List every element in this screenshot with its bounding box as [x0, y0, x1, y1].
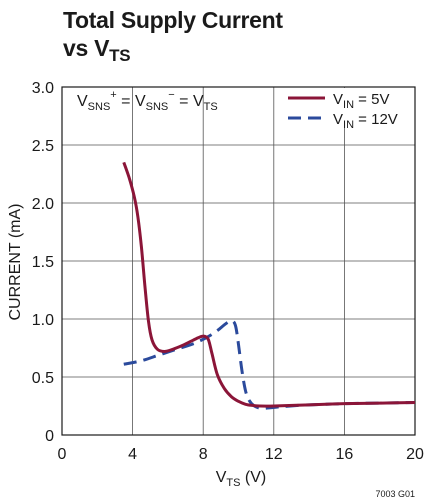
annotation-v3: V — [193, 93, 204, 110]
legend-5v-main: V — [333, 91, 343, 108]
x-axis-label-sub: TS — [226, 477, 240, 489]
x-axis-ticks: 0 4 8 12 16 20 — [58, 446, 424, 463]
grid-lines — [62, 87, 415, 435]
y-axis-ticks: 0 0.5 1.0 1.5 2.0 2.5 3.0 — [32, 80, 54, 445]
series-line-vin-5v — [122, 161, 416, 408]
x-tick-label: 0 — [58, 446, 67, 463]
y-tick-label: 2.5 — [32, 138, 54, 155]
chart-title-line1: Total Supply Current — [63, 7, 283, 33]
annotation-v2: V — [135, 93, 146, 110]
plot-frame — [61, 86, 416, 436]
annotation-eq2: = — [175, 93, 193, 110]
annotation-sup2: − — [168, 89, 174, 101]
series-group — [122, 161, 416, 410]
x-tick-label: 4 — [128, 446, 137, 463]
legend-12v-sub: IN — [343, 119, 354, 131]
y-tick-label: 1.0 — [32, 312, 54, 329]
annotation-eq1: = — [117, 93, 135, 110]
annotation-sup1: + — [110, 89, 116, 101]
annotation-v1: V — [77, 93, 88, 110]
x-axis-label-unit: (V) — [240, 469, 266, 486]
legend-5v-sub: IN — [343, 99, 354, 111]
x-tick-label: 8 — [199, 446, 208, 463]
x-tick-label: 20 — [406, 446, 424, 463]
y-tick-label: 3.0 — [32, 80, 54, 97]
chart-title-line2-prefix: vs V — [63, 35, 110, 61]
annotation-sub3: TS — [204, 101, 218, 113]
x-tick-label: 16 — [336, 446, 354, 463]
legend-12v-main: V — [333, 111, 343, 128]
annotation-sub2: SNS — [146, 101, 169, 113]
legend-12v-rest: = 12V — [354, 111, 398, 128]
y-tick-label: 2.0 — [32, 196, 54, 213]
legend-label-vin-5v: VIN = 5V — [333, 91, 389, 111]
legend: VIN = 5V VIN = 12V — [276, 88, 414, 131]
x-axis-label: VTS (V) — [216, 469, 267, 489]
legend-background — [276, 88, 414, 128]
y-tick-label: 0.5 — [32, 370, 54, 387]
x-tick-label: 12 — [265, 446, 283, 463]
x-axis-label-main: V — [216, 469, 227, 486]
figure-id: 7003 G01 — [375, 489, 415, 499]
chart-title-line2-sub: TS — [109, 46, 131, 65]
legend-5v-rest: = 5V — [354, 91, 389, 108]
series-line-vin-12v — [123, 319, 416, 410]
legend-label-vin-12v: VIN = 12V — [333, 111, 398, 131]
chart-title: Total Supply Current vs VTS — [63, 6, 283, 65]
y-tick-label: 0 — [45, 428, 54, 445]
y-tick-label: 1.5 — [32, 254, 54, 271]
annotation-sub1: SNS — [88, 101, 111, 113]
condition-annotation: VSNS+ = VSNS− = VTS — [77, 89, 218, 113]
chart-title-line2: vs VTS — [63, 34, 283, 65]
y-axis-label: CURRENT (mA) — [7, 203, 24, 320]
